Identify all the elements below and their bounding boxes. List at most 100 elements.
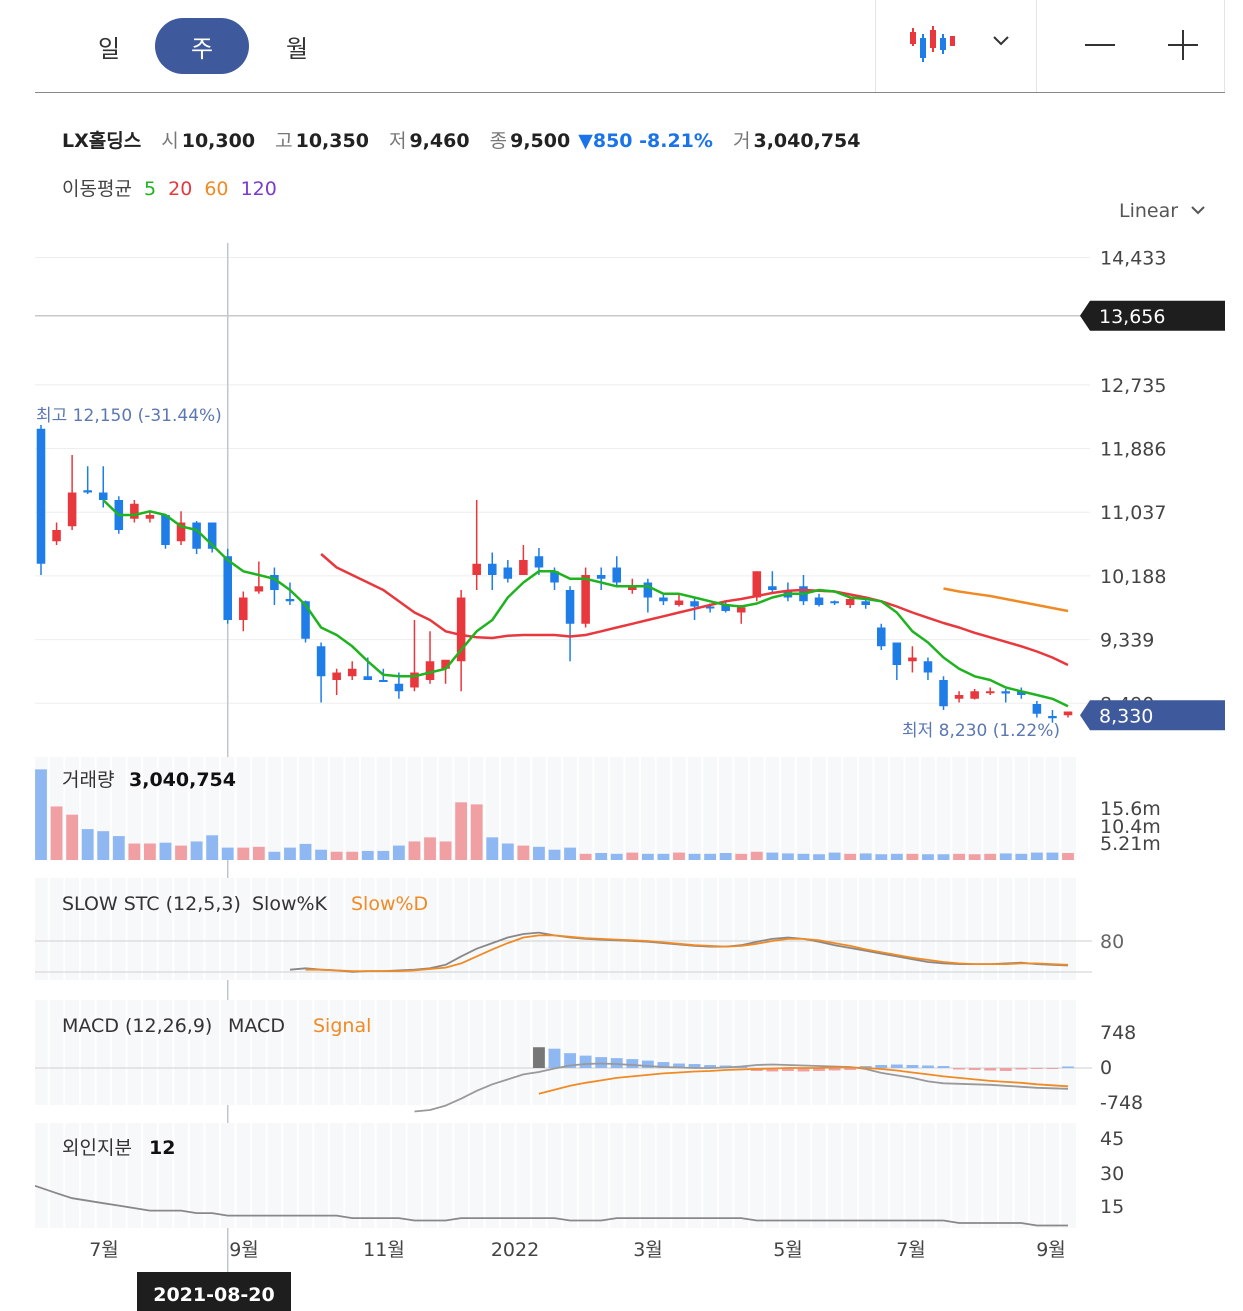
macd-line bbox=[414, 1062, 1069, 1113]
crosshair-date: 2021-08-20 bbox=[153, 1284, 275, 1306]
zoom-in-icon[interactable] bbox=[1166, 28, 1200, 62]
crosshair-date-tag bbox=[137, 1272, 291, 1311]
macd-histogram-bar bbox=[859, 1066, 872, 1068]
volume-bar bbox=[564, 847, 576, 860]
volume-bar bbox=[268, 851, 281, 860]
x-tick-label: 5월 bbox=[773, 1239, 803, 1261]
volume-bar bbox=[828, 852, 841, 860]
candle bbox=[659, 597, 668, 602]
macd-histogram-bar bbox=[1062, 1066, 1074, 1068]
ma20-line bbox=[320, 553, 1069, 667]
macd-tick-label: 0 bbox=[1100, 1057, 1112, 1079]
macd-histogram-bar bbox=[641, 1060, 654, 1068]
candle bbox=[705, 606, 715, 609]
candle bbox=[908, 657, 917, 662]
volume-bar bbox=[844, 853, 857, 860]
candle bbox=[814, 597, 824, 605]
candle bbox=[1063, 711, 1073, 716]
volume-bar bbox=[890, 853, 903, 860]
candle bbox=[223, 556, 233, 620]
tab-month[interactable]: 월 bbox=[285, 34, 309, 63]
low-value: 9,460 bbox=[409, 130, 470, 152]
volume-bar bbox=[579, 853, 592, 860]
macd-histogram-bar bbox=[813, 1068, 825, 1071]
candle bbox=[410, 672, 419, 688]
volume-bar bbox=[330, 851, 343, 860]
y-tick-label: 14,433 bbox=[1100, 248, 1166, 270]
scale-dropdown[interactable]: Linear bbox=[1119, 200, 1208, 222]
slow-d-line bbox=[305, 934, 1069, 972]
volume-bar bbox=[455, 802, 468, 860]
high-annotation: 최고 12,150 (-31.44%) bbox=[36, 406, 222, 426]
volume-bar bbox=[595, 852, 608, 860]
macd-histogram-bar bbox=[548, 1048, 561, 1068]
macd-histogram-bar bbox=[781, 1068, 794, 1071]
candle bbox=[145, 515, 155, 519]
macd-tick-label: -748 bbox=[1100, 1092, 1143, 1114]
candle bbox=[503, 567, 513, 579]
tab-week[interactable]: 주 bbox=[155, 18, 249, 74]
candle bbox=[550, 571, 559, 583]
low-label: 저 bbox=[388, 130, 407, 152]
macd-histogram-bar bbox=[984, 1068, 997, 1071]
candle bbox=[628, 586, 637, 590]
candlestick-icon[interactable] bbox=[906, 24, 956, 64]
macd-histogram-bar bbox=[875, 1065, 888, 1068]
candle bbox=[67, 492, 77, 527]
volume-bar bbox=[937, 854, 950, 860]
candle bbox=[690, 601, 699, 607]
volume-tick-label: 10.4m bbox=[1100, 816, 1161, 838]
high-value: 10,350 bbox=[295, 130, 369, 152]
candle bbox=[487, 563, 497, 575]
candle bbox=[161, 515, 170, 545]
stock-name: LX홀딩스 bbox=[62, 130, 142, 152]
candle bbox=[239, 597, 248, 620]
stc-title: SLOW STC (12,5,3) bbox=[62, 893, 241, 915]
close-value: 9,500 bbox=[510, 130, 571, 152]
macd-histogram-bar bbox=[890, 1064, 903, 1068]
chevron-down-icon[interactable] bbox=[990, 30, 1012, 52]
volume-bar bbox=[641, 853, 654, 860]
volume-bar bbox=[922, 854, 934, 860]
macd-histogram-bar bbox=[533, 1047, 545, 1068]
volume-bar bbox=[377, 850, 390, 860]
candle bbox=[721, 605, 730, 611]
candle bbox=[1001, 691, 1011, 694]
candle bbox=[285, 599, 295, 602]
y-tick-label: 9,339 bbox=[1100, 630, 1154, 652]
divider bbox=[875, 0, 876, 92]
volume-bar bbox=[501, 843, 514, 860]
macd-title: MACD (12,26,9) bbox=[62, 1015, 212, 1037]
slow-k-legend: Slow%K bbox=[252, 893, 328, 915]
candle bbox=[332, 672, 341, 680]
tab-day[interactable]: 일 bbox=[97, 34, 121, 63]
candle bbox=[534, 556, 544, 568]
volume-bar bbox=[999, 853, 1012, 860]
reference-price-label: 13,656 bbox=[1099, 306, 1165, 328]
foreign-ownership-panel bbox=[35, 1123, 1076, 1228]
foreign-tick-label: 45 bbox=[1100, 1128, 1124, 1150]
candle bbox=[379, 680, 388, 682]
ma5-line bbox=[102, 499, 1069, 708]
volume-bar bbox=[673, 852, 685, 860]
volume-bar bbox=[968, 854, 981, 860]
candle bbox=[970, 691, 979, 699]
zoom-out-icon[interactable] bbox=[1083, 28, 1117, 62]
macd-histogram-bar bbox=[828, 1068, 841, 1071]
volume-bar bbox=[626, 852, 639, 860]
candle bbox=[192, 522, 201, 549]
candle bbox=[1032, 704, 1042, 714]
signal-legend: Signal bbox=[313, 1015, 371, 1037]
candle bbox=[176, 522, 186, 542]
macd-histogram-bar bbox=[657, 1062, 670, 1068]
ma60-line bbox=[943, 587, 1069, 613]
volume-bar bbox=[299, 843, 312, 860]
x-tick-label: 9월 bbox=[1036, 1239, 1066, 1261]
candle bbox=[596, 575, 606, 579]
candle bbox=[768, 586, 777, 590]
ma-60: 60 bbox=[204, 178, 229, 200]
volume-bar bbox=[408, 841, 421, 860]
candle bbox=[83, 490, 92, 493]
volume-bar bbox=[719, 852, 732, 860]
